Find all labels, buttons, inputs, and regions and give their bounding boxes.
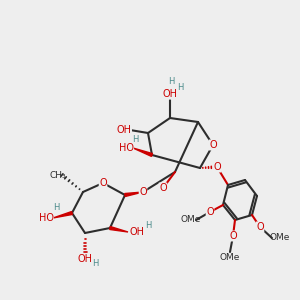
Text: O: O (139, 187, 147, 197)
Text: O: O (256, 222, 264, 232)
Text: O: O (209, 140, 217, 150)
Text: H: H (92, 260, 98, 268)
Text: O: O (159, 183, 167, 193)
Text: O: O (99, 178, 107, 188)
Text: OMe: OMe (181, 215, 201, 224)
Text: HO: HO (38, 213, 53, 223)
Text: O: O (213, 162, 221, 172)
Text: H: H (132, 134, 138, 143)
Text: OMe: OMe (270, 233, 290, 242)
Text: HO: HO (118, 143, 134, 153)
Polygon shape (133, 148, 152, 156)
Text: OH: OH (163, 89, 178, 99)
Text: O: O (229, 231, 237, 241)
Text: O: O (206, 207, 214, 217)
Polygon shape (110, 226, 128, 232)
Text: H: H (168, 77, 174, 86)
Text: OMe: OMe (220, 254, 240, 262)
Polygon shape (125, 192, 143, 196)
Text: OH: OH (77, 254, 92, 264)
Text: H: H (177, 83, 183, 92)
Text: H: H (145, 221, 151, 230)
Text: OH: OH (130, 227, 145, 237)
Text: OH: OH (116, 125, 131, 135)
Text: CH₃: CH₃ (50, 170, 66, 179)
Text: H: H (53, 203, 59, 212)
Polygon shape (53, 212, 72, 218)
